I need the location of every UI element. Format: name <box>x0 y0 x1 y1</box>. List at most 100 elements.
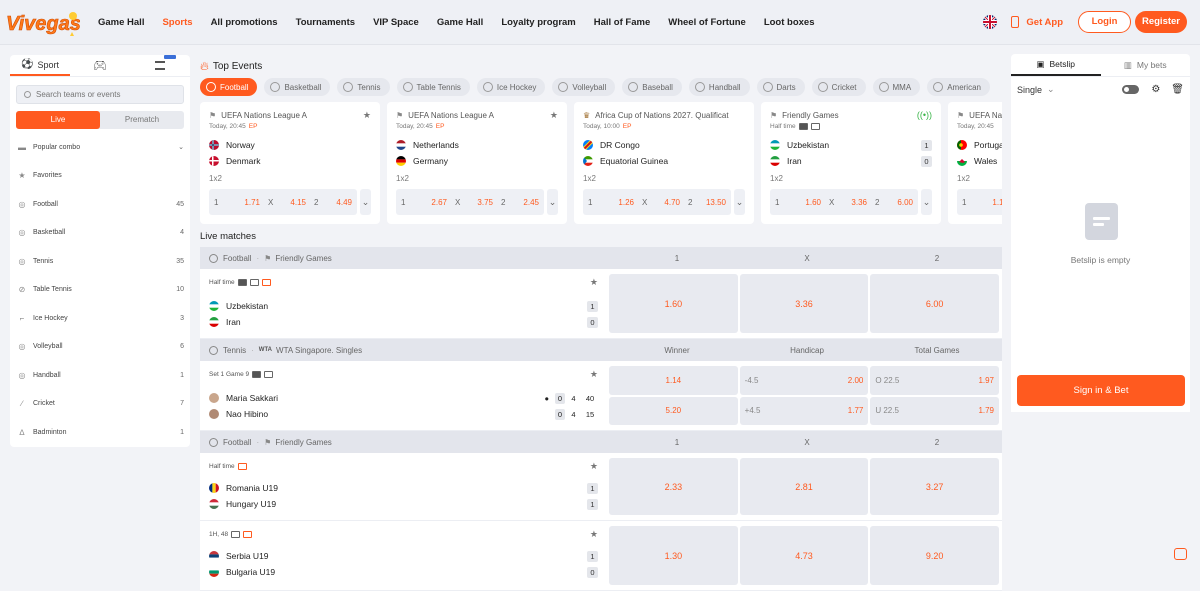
odd-1[interactable]: 1.26 <box>618 197 634 207</box>
match-row[interactable]: Half time ★ Uzbekistan 1 Iran 0 1.60 3.36 6… <box>200 269 1002 339</box>
odd-2-button[interactable]: 3.27 <box>870 458 1000 515</box>
chip-basketball[interactable]: Basketball <box>264 78 331 96</box>
odd-1[interactable]: 2.67 <box>431 197 447 207</box>
odd-1-button[interactable]: 1.30 <box>609 526 738 585</box>
nav-tournaments[interactable]: Tournaments <box>295 17 356 28</box>
chevron-down-icon[interactable]: ⌄ <box>178 144 184 152</box>
sidebar-item-popular-combo[interactable]: ▬ Popular combo ⌄ <box>18 142 184 152</box>
video-icon[interactable] <box>237 278 247 286</box>
prematch-button[interactable]: Prematch <box>124 115 160 124</box>
nav-loyalty-program[interactable]: Loyalty program <box>501 17 576 28</box>
chip-handball[interactable]: Handball <box>688 78 750 96</box>
sidebar-item-handball[interactable]: ◎ Handball 1 <box>18 370 185 380</box>
nav-vip-space[interactable]: VIP Space <box>373 17 419 28</box>
odd-x[interactable]: 4.70 <box>664 197 680 207</box>
sidebar-item-table-tennis[interactable]: ⊘ Table Tennis 10 <box>18 285 184 295</box>
tab-sport[interactable]: ⚽ Sport <box>10 55 70 76</box>
nav-sports[interactable]: Sports <box>162 17 193 28</box>
event-card[interactable]: ⚑ UEFA Nations League A ★ Today, 20:45 EP N… <box>200 102 380 224</box>
odd-2[interactable]: 2.45 <box>523 197 539 207</box>
odd-1[interactable]: 1.71 <box>244 197 260 207</box>
field-icon[interactable] <box>231 530 241 538</box>
handicap-2-button[interactable]: +4.5 1.77 <box>739 396 869 425</box>
video-icon[interactable] <box>798 123 808 130</box>
odd-2[interactable]: 4.49 <box>336 197 352 207</box>
sidebar-item-football[interactable]: ◎ Football 45 <box>18 199 185 209</box>
chip-tennis[interactable]: Tennis <box>337 78 390 96</box>
match-row[interactable]: 1H, 48 ★ Serbia U19 1 Bulgaria U19 0 1.30 4… <box>200 521 1002 591</box>
nav-game-hall-2[interactable]: Game Hall <box>436 17 484 28</box>
odd-x[interactable]: 3.36 <box>851 197 867 207</box>
chip-cricket[interactable]: Cricket <box>811 78 866 96</box>
chip-american-football[interactable]: American <box>927 78 990 96</box>
field-icon[interactable] <box>249 278 259 286</box>
tab-esports[interactable]: 🎮︎ <box>70 55 130 76</box>
sidebar-item-ice-hockey[interactable]: ⌐ Ice Hockey 3 <box>10 304 190 333</box>
language-flag-icon[interactable] <box>983 15 998 29</box>
event-card[interactable]: ♛ Africa Cup of Nations 2027. Qualificat … <box>574 102 754 224</box>
sidebar-item-tennis[interactable]: ◎ Tennis 35 <box>18 256 185 266</box>
nav-loot-boxes[interactable]: Loot boxes <box>763 17 815 28</box>
chip-volleyball[interactable]: Volleyball <box>552 78 616 96</box>
favorite-star-icon[interactable]: ★ <box>362 109 371 120</box>
chip-mma[interactable]: MMA <box>872 78 921 96</box>
total-under-button[interactable]: U 22.5 1.79 <box>870 396 1000 425</box>
chevron-down-icon[interactable]: ⌄ <box>734 189 745 215</box>
odd-1-button[interactable]: 2.33 <box>609 458 738 515</box>
odd-1[interactable]: 1.16 <box>992 197 1002 207</box>
sidebar-item-favorites[interactable]: ★ Favorites <box>18 171 62 181</box>
odd-2[interactable]: 13.50 <box>705 197 726 207</box>
odd-x[interactable]: 4.15 <box>290 197 306 207</box>
quick-bet-toggle[interactable] <box>1122 85 1140 94</box>
winner-2-button[interactable]: 5.20 <box>609 396 738 425</box>
event-card[interactable]: ⚑UEFA Nations Today, 20:45 Portugal Wale… <box>948 102 1002 224</box>
handicap-1-button[interactable]: -4.5 2.00 <box>739 366 869 395</box>
winner-1-button[interactable]: 1.14 <box>609 366 738 395</box>
nav-game-hall[interactable]: Game Hall <box>98 17 145 28</box>
field-icon[interactable] <box>810 123 820 130</box>
field-icon[interactable] <box>264 370 274 378</box>
odd-x-button[interactable]: 2.81 <box>739 458 869 515</box>
sign-in-and-bet-button[interactable]: Sign in & Bet <box>1017 375 1185 406</box>
chip-baseball[interactable]: Baseball <box>622 78 682 96</box>
live-button[interactable]: Live <box>16 111 100 129</box>
video-icon[interactable] <box>252 370 262 378</box>
chat-icon[interactable] <box>237 462 247 470</box>
chat-icon[interactable] <box>243 530 253 538</box>
odd-1-button[interactable]: 1.60 <box>609 274 738 333</box>
search-input[interactable] <box>36 90 176 99</box>
sidebar-item-volleyball[interactable]: ◎ Volleyball 6 <box>18 342 185 352</box>
gear-icon[interactable]: ⚙ <box>1151 84 1161 95</box>
nav-hall-of-fame[interactable]: Hall of Fame <box>593 17 651 28</box>
odd-x-button[interactable]: 3.36 <box>739 274 869 333</box>
chevron-down-icon[interactable]: ⌄ <box>1047 84 1055 94</box>
register-button[interactable]: Register <box>1135 11 1187 33</box>
tab-my-bets[interactable]: ▥ My bets <box>1123 59 1167 71</box>
chip-table-tennis[interactable]: Table Tennis <box>396 78 470 96</box>
sidebar-item-cricket[interactable]: ∕ Cricket 7 <box>10 390 190 419</box>
favorite-star-icon[interactable]: ★ <box>549 109 558 120</box>
chevron-down-icon[interactable]: ⌄ <box>547 189 558 215</box>
total-over-button[interactable]: O 22.5 1.97 <box>870 366 1000 395</box>
trash-icon[interactable]: 🗑︎ <box>1171 84 1184 95</box>
chat-support-icon[interactable] <box>1174 548 1187 560</box>
favorite-star-icon[interactable]: ★ <box>589 460 598 471</box>
sidebar-item-badminton[interactable]: ∆ Badminton 1 <box>10 418 190 447</box>
odd-2-button[interactable]: 9.20 <box>870 526 1000 585</box>
match-row[interactable]: Set 1 Game 9 ★ Maria Sakkari ● 0 4 40 Nao Hi… <box>200 361 1002 431</box>
chip-darts[interactable]: Darts <box>756 78 805 96</box>
tab-betslip[interactable]: ▣ Betslip <box>1011 54 1101 76</box>
chevron-down-icon[interactable]: ⌄ <box>360 189 371 215</box>
event-card[interactable]: ⚑ UEFA Nations League A ★ Today, 20:45 EP N… <box>387 102 567 224</box>
favorite-star-icon[interactable]: ★ <box>589 528 598 539</box>
chip-ice-hockey[interactable]: Ice Hockey <box>476 78 546 96</box>
sidebar-item-basketball[interactable]: ◎ Basketball 4 <box>18 228 185 238</box>
nav-all-promotions[interactable]: All promotions <box>210 17 278 28</box>
site-logo[interactable]: Vivegas <box>4 6 81 40</box>
favorite-star-icon[interactable]: ★ <box>589 276 598 287</box>
get-app-link[interactable]: Get App <box>1011 16 1063 28</box>
login-button[interactable]: Login <box>1078 11 1131 33</box>
odd-2-button[interactable]: 6.00 <box>870 274 1000 333</box>
event-card[interactable]: ⚑ Friendly Games ((•)) Half time Uzbekista… <box>761 102 941 224</box>
odd-x[interactable]: 3.75 <box>477 197 493 207</box>
